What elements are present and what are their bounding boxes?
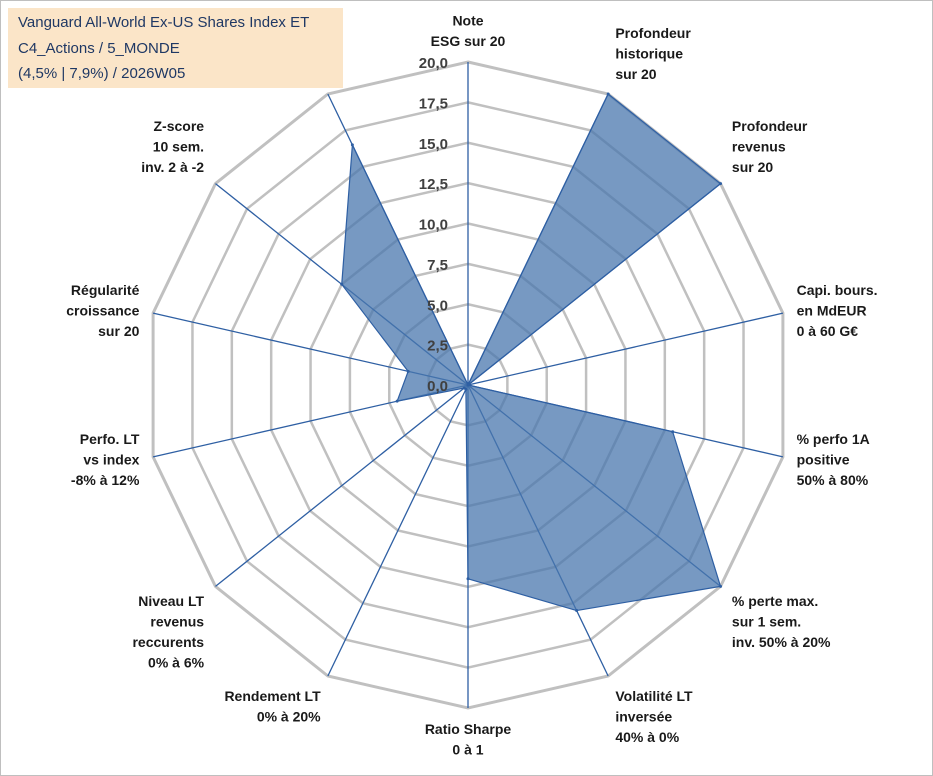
spoke-9 [215, 384, 469, 587]
axis-labels: Note ESG sur 20 Profondeur historique sur 20… [66, 13, 877, 758]
data-point-9 [462, 386, 466, 390]
data-point-13 [350, 143, 354, 147]
data-point-10 [395, 399, 399, 403]
tick-label-8: 20,0 [419, 55, 448, 72]
axis-label-9: Niveau LT revenus reccurents 0% à 6% [132, 593, 204, 671]
axis-label-7-line-1: 0 à 1 [452, 742, 483, 758]
axis-label-5-line-1: sur 1 sem. [732, 613, 801, 629]
axis-label-10: Perfo. LT vs index -8% à 12% [71, 431, 140, 488]
data-point-4 [671, 430, 675, 434]
axis-label-5-line-0: % perte max. [732, 593, 818, 609]
axis-label-5: % perte max. sur 1 sem. inv. 50% à 20% [732, 593, 831, 650]
axis-label-3-line-1: en MdEUR [797, 302, 867, 318]
axis-label-8-line-1: 0% à 20% [257, 708, 321, 724]
axis-label-8-line-0: Rendement LT [224, 688, 321, 704]
axis-label-1-line-0: Profondeur [615, 25, 691, 41]
axis-label-10-line-1: vs index [83, 452, 139, 468]
axis-label-5-line-2: inv. 50% à 20% [732, 634, 831, 650]
axis-label-6-line-2: 40% à 0% [615, 729, 679, 745]
axis-label-7-line-0: Ratio Sharpe [425, 721, 512, 737]
data-point-3 [466, 383, 470, 387]
data-point-2 [719, 182, 723, 186]
tick-label-4: 10,0 [419, 217, 448, 234]
tick-label-5: 12,5 [419, 176, 448, 193]
axis-label-0-line-0: Note [452, 13, 483, 29]
fund-name: Vanguard All-World Ex-US Shares Index ET [18, 14, 310, 31]
axis-label-10-line-0: Perfo. LT [80, 431, 140, 447]
series [340, 92, 723, 613]
axis-label-2-line-1: revenus [732, 139, 786, 155]
data-point-11 [406, 369, 410, 373]
axis-label-9-line-0: Niveau LT [138, 593, 204, 609]
axis-label-1-line-1: historique [615, 46, 683, 62]
info-box: Vanguard All-World Ex-US Shares Index ET… [8, 8, 343, 88]
tick-label-1: 2,5 [427, 338, 448, 355]
axis-label-6: Volatilité LT inversée 40% à 0% [615, 688, 693, 745]
axis-label-9-line-2: reccurents [132, 634, 204, 650]
axis-label-0-line-1: ESG sur 20 [431, 33, 506, 49]
axis-label-2-line-2: sur 20 [732, 159, 773, 175]
axis-label-3-line-2: 0 à 60 G€ [797, 323, 859, 339]
tick-label-2: 5,0 [427, 297, 448, 314]
axis-label-2: Profondeur revenus sur 20 [732, 118, 808, 175]
axis-label-4: % perfo 1A positive 50% à 80% [797, 431, 870, 488]
data-point-1 [606, 92, 610, 96]
axis-label-7: Ratio Sharpe 0 à 1 [425, 721, 512, 758]
axis-label-4-line-1: positive [797, 452, 850, 468]
axis-label-1-line-2: sur 20 [615, 66, 656, 82]
fund-category: C4_Actions / 5_MONDE [18, 40, 180, 57]
tick-labels: 0,0 2,5 5,0 7,5 10,0 12,5 15,0 17,5 20,0 [419, 55, 448, 395]
axis-label-6-line-1: inversée [615, 708, 672, 724]
axis-label-6-line-0: Volatilité LT [615, 688, 693, 704]
axis-label-11-line-0: Régularité [71, 282, 140, 298]
tick-label-6: 15,0 [419, 136, 448, 153]
tick-label-7: 17,5 [419, 95, 448, 112]
tick-label-0: 0,0 [427, 378, 448, 395]
axis-label-4-line-0: % perfo 1A [797, 431, 870, 447]
axis-label-8: Rendement LT 0% à 20% [224, 688, 321, 725]
axis-label-10-line-2: -8% à 12% [71, 472, 140, 488]
axis-label-9-line-1: revenus [150, 613, 204, 629]
axis-label-3-line-0: Capi. bours. [797, 282, 878, 298]
data-point-7 [466, 577, 470, 581]
axis-label-4-line-2: 50% à 80% [797, 472, 869, 488]
spoke-3 [467, 312, 784, 386]
axis-label-11: Régularité croissance sur 20 [66, 282, 139, 339]
axis-label-2-line-0: Profondeur [732, 118, 808, 134]
axis-label-12-line-2: inv. 2 à -2 [141, 159, 204, 175]
data-point-6 [575, 609, 579, 613]
axis-label-1: Profondeur historique sur 20 [615, 25, 691, 82]
axis-label-11-line-2: sur 20 [98, 323, 139, 339]
axis-label-12-line-0: Z-score [154, 118, 205, 134]
axis-label-11-line-1: croissance [66, 302, 139, 318]
tick-label-3: 7,5 [427, 257, 448, 274]
data-point-5 [719, 584, 723, 588]
spoke-8 [327, 384, 469, 677]
axis-label-12: Z-score 10 sem. inv. 2 à -2 [141, 118, 204, 175]
axis-label-3: Capi. bours. en MdEUR 0 à 60 G€ [797, 282, 878, 339]
data-point-12 [340, 282, 344, 286]
axis-label-0: Note ESG sur 20 [431, 13, 506, 50]
fund-stats: (4,5% | 7,9%) / 2026W05 [18, 65, 186, 82]
axis-label-9-line-3: 0% à 6% [148, 654, 205, 670]
axis-label-12-line-1: 10 sem. [153, 139, 204, 155]
